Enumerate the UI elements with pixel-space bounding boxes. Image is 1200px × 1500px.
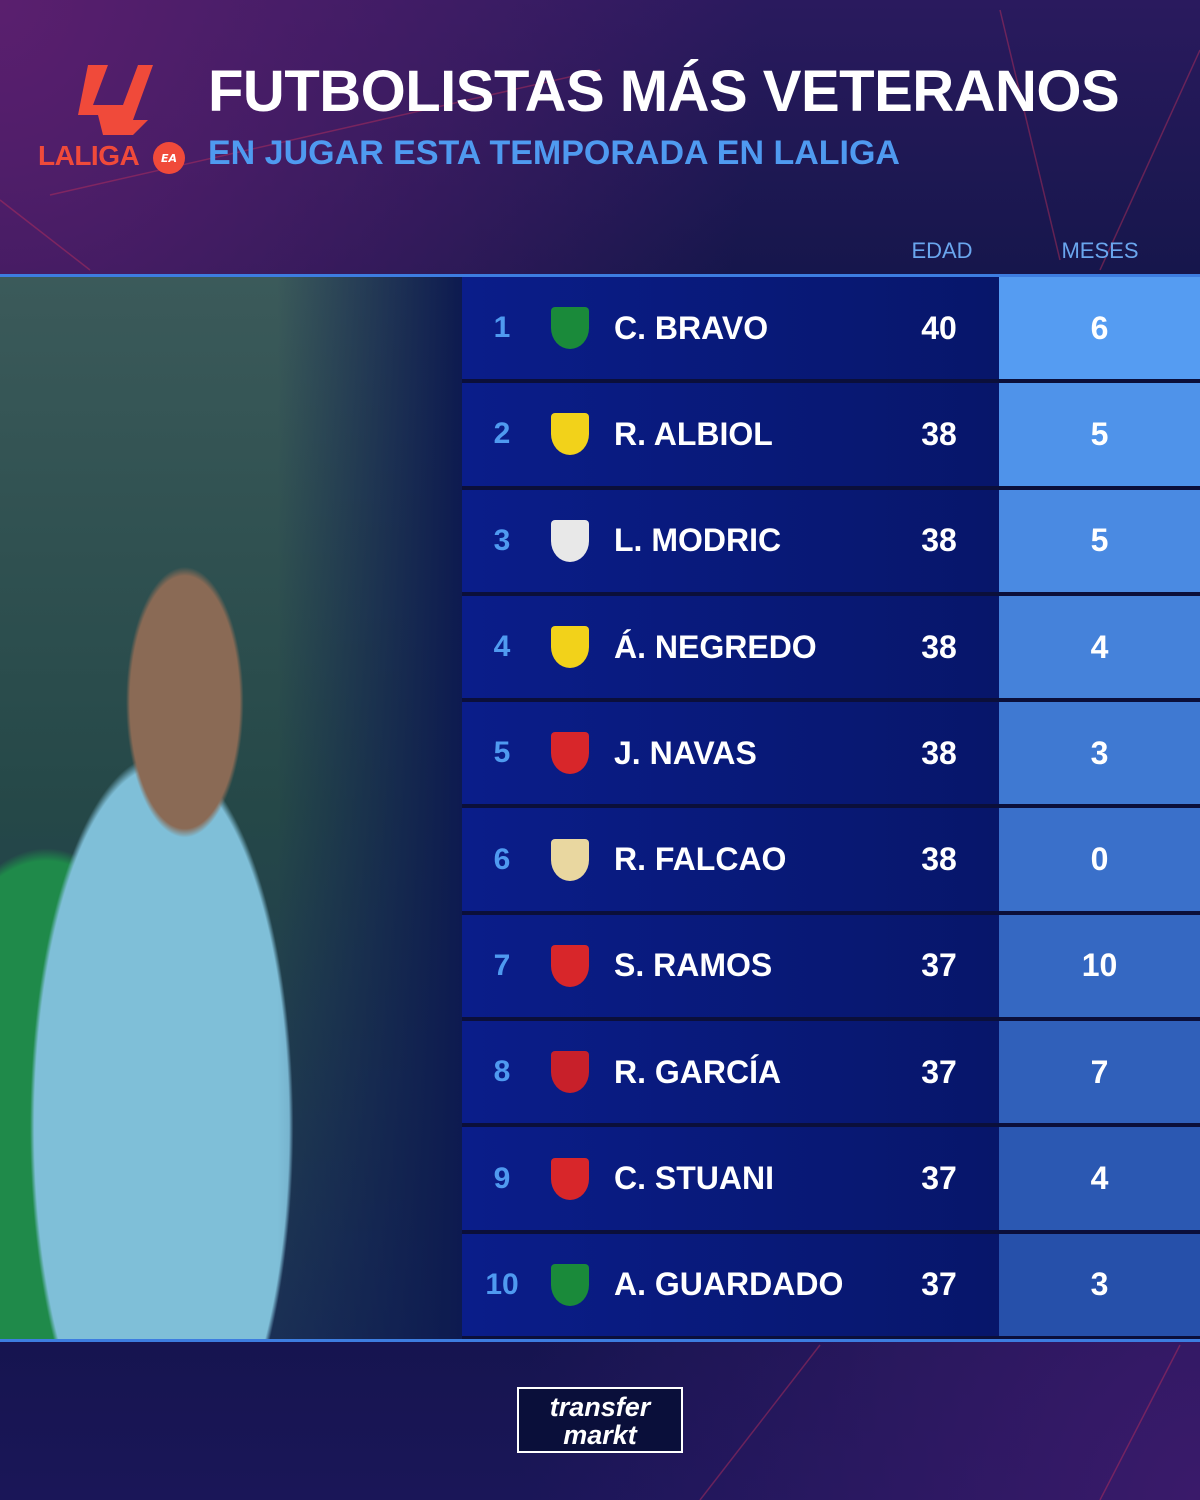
table-row: 10 A. GUARDADO 37 3	[462, 1233, 1200, 1340]
real-betis-crest-icon	[542, 305, 598, 351]
rayo-vallecano-crest-icon	[542, 837, 598, 883]
sevilla-crest-icon	[542, 943, 598, 989]
months-value: 4	[999, 595, 1200, 699]
brand-line-1: transfer	[549, 1392, 651, 1422]
rank: 8	[493, 1055, 511, 1089]
months-value: 5	[999, 489, 1200, 592]
months-value: 3	[999, 1233, 1200, 1336]
row-main: 5 J. NAVAS 38	[462, 702, 999, 805]
divider	[0, 274, 1200, 277]
real-betis-crest-icon	[542, 1262, 598, 1308]
rank: 3	[493, 523, 511, 557]
cadiz-crest-icon	[542, 624, 598, 670]
player-photo	[0, 277, 462, 1340]
player-name: R. GARCÍA	[614, 1053, 782, 1090]
player-name: Á. NEGREDO	[614, 628, 817, 665]
real-madrid-crest-icon	[542, 518, 598, 564]
laliga-wordmark: LALIGA	[38, 140, 140, 171]
player-age: 37	[921, 1160, 957, 1197]
months-value: 3	[999, 702, 1200, 805]
page-subtitle: EN JUGAR ESTA TEMPORADA EN LALIGA	[208, 134, 900, 172]
transfermarkt-logo: transfer markt	[517, 1387, 683, 1453]
row-main: 7 S. RAMOS 37	[462, 914, 999, 1018]
column-header-age: EDAD	[911, 238, 973, 263]
player-name: C. STUANI	[614, 1160, 774, 1197]
months-value: 4	[999, 1127, 1200, 1230]
rank: 1	[493, 311, 511, 345]
athletic-club-crest-icon	[542, 1049, 598, 1095]
table-row: 1 C. BRAVO 40 6	[462, 277, 1200, 384]
laliga-logo-icon	[78, 65, 153, 135]
divider	[0, 1339, 1200, 1342]
player-age: 38	[921, 841, 957, 878]
player-name: A. GUARDADO	[614, 1266, 844, 1303]
row-main: 8 R. GARCÍA 37	[462, 1021, 999, 1124]
player-age: 37	[921, 947, 957, 984]
column-header-months: MESES	[1061, 238, 1139, 263]
player-name: R. ALBIOL	[614, 415, 773, 452]
player-name: J. NAVAS	[614, 734, 757, 771]
rank: 2	[493, 417, 511, 451]
row-main: 4 Á. NEGREDO 38	[462, 595, 999, 699]
player-age: 38	[921, 734, 957, 771]
player-age: 37	[921, 1053, 957, 1090]
table-row: 9 C. STUANI 37 4	[462, 1127, 1200, 1234]
row-main: 3 L. MODRIC 38	[462, 489, 999, 592]
player-age: 38	[921, 522, 957, 559]
player-age: 37	[921, 1266, 957, 1303]
player-name: C. BRAVO	[614, 309, 769, 346]
player-age: 38	[921, 628, 957, 665]
brand-line-2: markt	[563, 1420, 637, 1450]
row-main: 2 R. ALBIOL 38	[462, 383, 999, 486]
months-value: 7	[999, 1021, 1200, 1124]
months-value: 0	[999, 808, 1200, 911]
months-value: 10	[999, 914, 1200, 1018]
rank: 5	[493, 736, 511, 770]
months-value: 5	[999, 383, 1200, 486]
player-name: R. FALCAO	[614, 841, 787, 878]
table-row: 5 J. NAVAS 38 3	[462, 702, 1200, 809]
rank: 6	[493, 842, 511, 876]
rank: 4	[493, 630, 511, 664]
row-main: 6 R. FALCAO 38	[462, 808, 999, 911]
table-row: 2 R. ALBIOL 38 5	[462, 383, 1200, 490]
page-title: FUTBOLISTAS MÁS VETERANOS	[208, 59, 1120, 124]
rank: 10	[485, 1267, 519, 1301]
table-row: 3 L. MODRIC 38 5	[462, 489, 1200, 596]
rank: 9	[493, 1161, 511, 1195]
sevilla-crest-icon	[542, 730, 598, 776]
row-main: 9 C. STUANI 37	[462, 1127, 999, 1230]
table-row: 7 S. RAMOS 37 10	[462, 914, 1200, 1022]
ea-sports-badge: EA	[153, 142, 185, 174]
player-age: 40	[921, 309, 957, 346]
girona-crest-icon	[542, 1156, 598, 1202]
months-value: 6	[999, 277, 1200, 380]
table-row: 8 R. GARCÍA 37 7	[462, 1021, 1200, 1128]
rank: 7	[493, 948, 511, 982]
player-age: 38	[921, 415, 957, 452]
player-name: L. MODRIC	[614, 522, 782, 559]
table-row: 6 R. FALCAO 38 0	[462, 808, 1200, 915]
table-row: 4 Á. NEGREDO 38 4	[462, 595, 1200, 703]
villarreal-crest-icon	[542, 411, 598, 457]
row-main: 1 C. BRAVO 40	[462, 277, 999, 380]
player-name: S. RAMOS	[614, 947, 773, 984]
row-main: 10 A. GUARDADO 37	[462, 1233, 999, 1336]
ranking-table: 1 C. BRAVO 40 6 2 R. ALBIOL 38 5 3 L. MO…	[462, 277, 1200, 1340]
